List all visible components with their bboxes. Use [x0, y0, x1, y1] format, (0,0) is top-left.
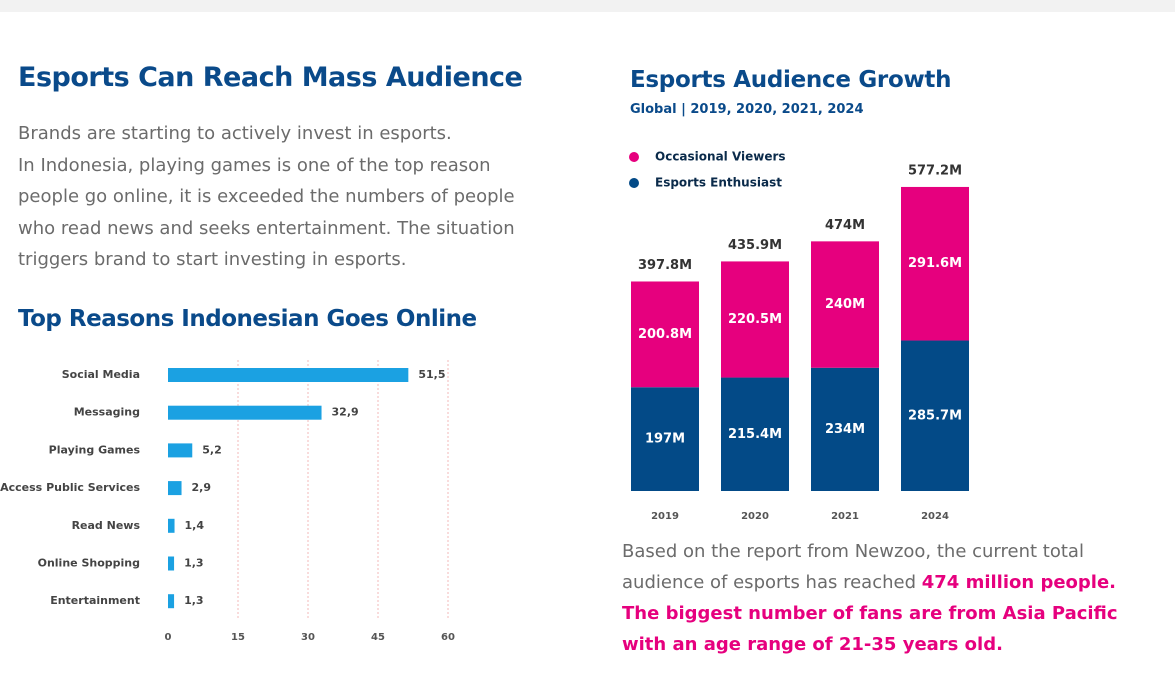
value-label: 2,9 [192, 481, 212, 494]
summary-highlight: 474 million people. The biggest number o… [622, 572, 1118, 655]
y-tick-label: Social Media [62, 368, 140, 381]
legend-label: Esports Enthusiast [655, 176, 782, 190]
value-label: 1,3 [184, 594, 204, 607]
x-tick-label: 2019 [651, 511, 679, 522]
bar-segment [901, 340, 969, 491]
x-tick-label: 15 [231, 632, 245, 643]
value-label: 5,2 [202, 443, 222, 456]
bar [168, 556, 175, 571]
x-tick-label: 45 [371, 632, 385, 643]
total-label: 435.9M [728, 238, 782, 253]
legend-marker [629, 152, 639, 162]
y-tick-label: Messaging [74, 406, 140, 419]
bar-segment [631, 281, 699, 388]
y-tick-label: Online Shopping [38, 557, 140, 570]
segment-label: 291.6M [908, 256, 962, 271]
chart-subtitle: Global | 2019, 2020, 2021, 2024 [630, 102, 864, 117]
intro-text: Brands are starting to actively invest i… [18, 118, 548, 276]
bar [168, 518, 175, 533]
bar [168, 368, 409, 382]
segment-label: 240M [825, 297, 865, 312]
x-tick-label: 60 [441, 632, 455, 643]
segment-label: 200.8M [638, 327, 692, 342]
bar [168, 405, 322, 420]
x-tick-label: 2021 [831, 511, 859, 522]
bar [168, 443, 193, 458]
x-tick-label: 0 [165, 632, 172, 643]
summary-text: Based on the report from Newzoo, the cur… [622, 541, 1084, 593]
segment-label: 220.5M [728, 312, 782, 327]
chart-title: Esports Audience Growth [630, 67, 952, 93]
summary: Based on the report from Newzoo, the cur… [622, 536, 1142, 660]
legend-marker [629, 178, 639, 188]
value-label: 1,3 [184, 557, 204, 570]
bar [168, 481, 182, 496]
intro-title: Esports Can Reach Mass Audience [18, 62, 523, 93]
paragraph: In Indonesia, playing games is one of th… [18, 154, 515, 271]
chart-title: Top Reasons Indonesian Goes Online [18, 306, 477, 332]
segment-label: 197M [645, 432, 685, 447]
value-label: 51,5 [418, 368, 445, 381]
x-tick-label: 30 [301, 632, 315, 643]
y-tick-label: Read News [72, 519, 141, 532]
value-label: 1,4 [185, 519, 205, 532]
bar [168, 594, 175, 609]
y-tick-label: Entertainment [50, 594, 140, 607]
bar-segment [811, 241, 879, 368]
y-tick-label: Access Public Services [0, 481, 140, 494]
bar-segment [721, 261, 789, 378]
paragraph: Brands are starting to actively invest i… [18, 123, 452, 144]
total-label: 474M [825, 218, 865, 233]
x-tick-label: 2020 [741, 511, 769, 522]
total-label: 577.2M [908, 163, 962, 178]
segment-label: 215.4M [728, 427, 782, 442]
total-label: 397.8M [638, 258, 692, 273]
legend-label: Occasional Viewers [655, 150, 786, 164]
x-tick-label: 2024 [921, 511, 949, 522]
bar-segment [631, 387, 699, 491]
y-tick-label: Playing Games [49, 443, 141, 456]
value-label: 32,9 [332, 406, 359, 419]
bar-segment [811, 367, 879, 491]
top-strip [0, 0, 1175, 12]
bar-segment [901, 186, 969, 341]
segment-label: 234M [825, 422, 865, 437]
segment-label: 285.7M [908, 408, 962, 423]
bar-segment [721, 377, 789, 491]
